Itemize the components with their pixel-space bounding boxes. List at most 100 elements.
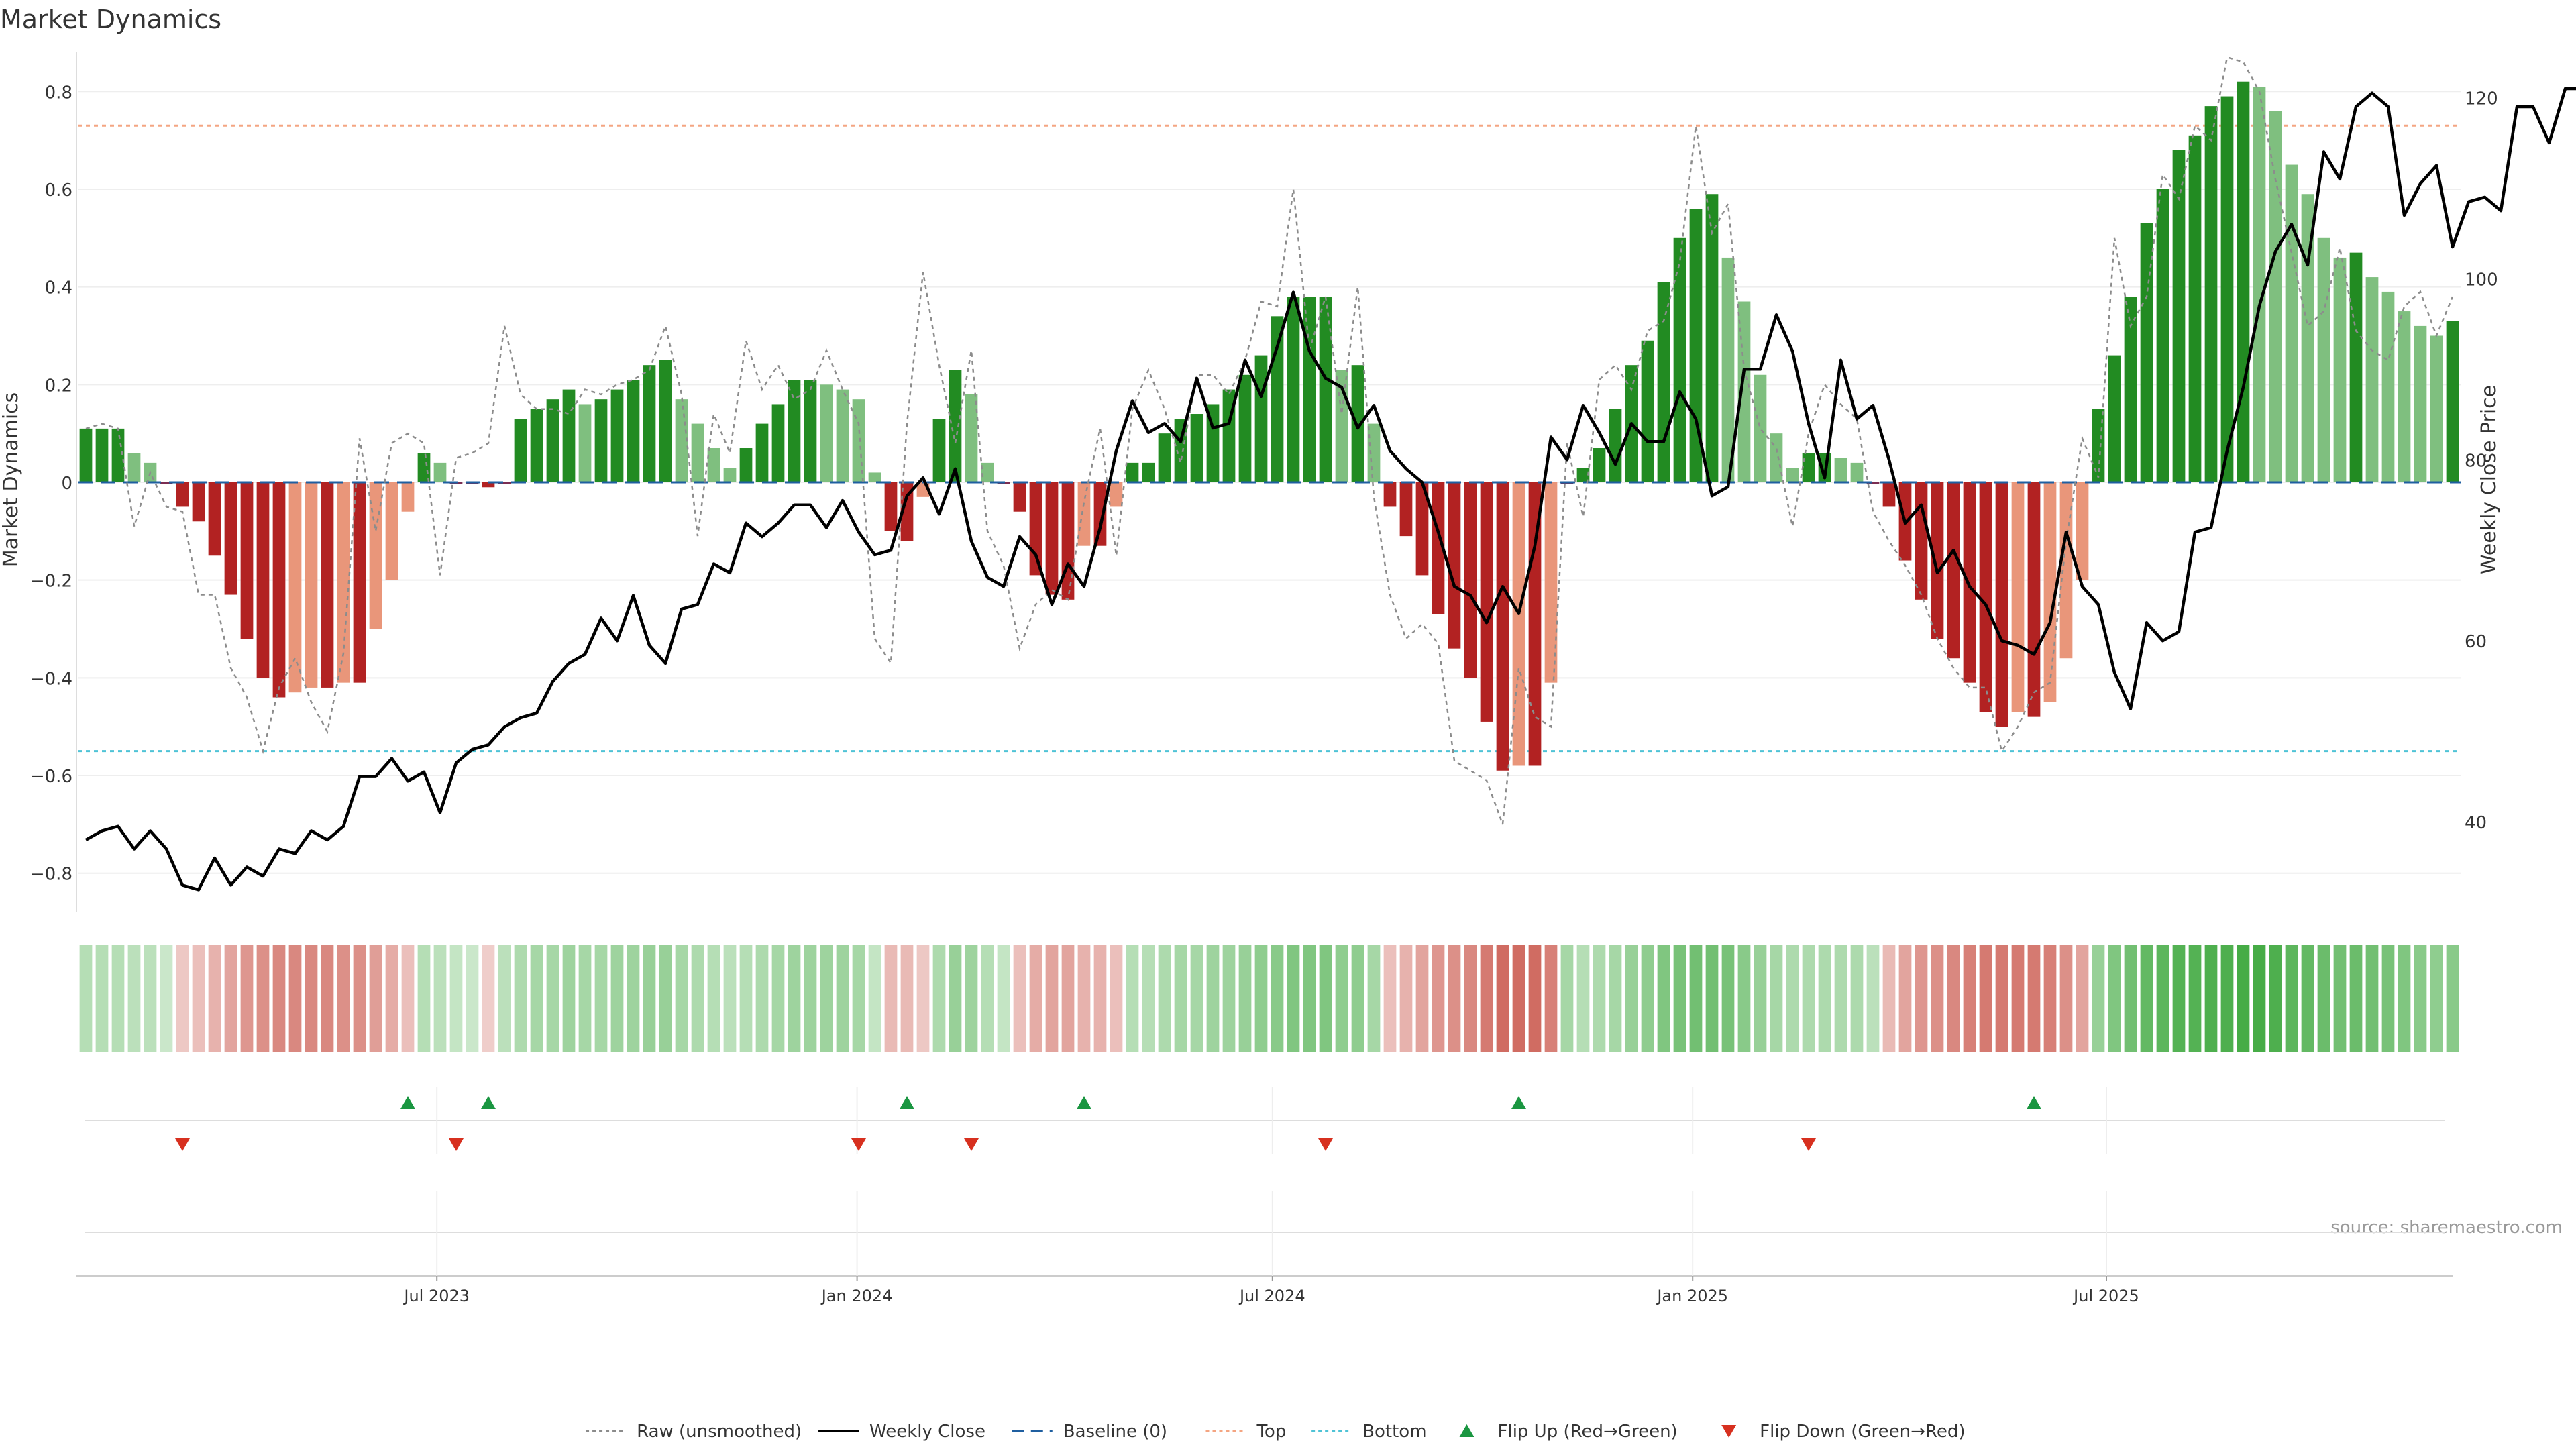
heatmap-cell [884,945,898,1052]
heatmap-cell [1979,945,1992,1052]
dynamics-bar [1609,409,1622,482]
heatmap-cell [627,945,640,1052]
legend-label: Flip Up (Red→Green) [1498,1421,1678,1442]
dynamics-bar [1415,482,1429,576]
dynamics-bar [1641,340,1654,482]
heatmap-cell [1995,945,2008,1052]
dynamics-bar [1882,482,1896,507]
dynamics-bar [160,482,173,484]
dynamics-bar [305,482,318,688]
heatmap-cell [916,945,930,1052]
dynamics-bar [1576,468,1590,482]
heatmap-cell [1303,945,1316,1052]
heatmap-cell [739,945,753,1052]
dynamics-bar [2172,150,2186,482]
dynamics-bar [240,482,254,639]
dynamics-bar [1786,468,1799,482]
chart-title: Market Dynamics [0,5,221,34]
dynamics-bar [1303,297,1316,482]
dynamics-bar [111,428,125,482]
dynamics-bar [771,404,785,482]
right-tick-label: 40 [2465,813,2487,833]
heatmap-cell [1625,945,1638,1052]
dynamics-bar [337,482,350,683]
flip-down-marker [851,1138,866,1151]
dynamics-bar [949,370,962,482]
dynamics-bar [369,482,382,629]
heatmap-cell [578,945,592,1052]
heatmap-cell [2317,945,2330,1052]
heatmap-cell [95,945,109,1052]
dynamics-bar [2076,482,2089,580]
dynamics-bar [739,448,753,482]
dynamics-bar [610,389,624,482]
dynamics-bar [2059,482,2073,659]
heatmap-cell [2140,945,2153,1052]
heatmap-cell [723,945,737,1052]
dynamics-bar [417,453,431,482]
dynamics-bar [594,399,608,482]
heatmap-cell [2414,945,2427,1052]
heatmap-cell [2188,945,2202,1052]
heatmap-cell [1947,945,1960,1052]
heatmap-cell [321,945,334,1052]
heatmap-cell [2059,945,2073,1052]
dynamics-bar [820,384,833,482]
left-tick-label: −0.6 [30,767,72,787]
heatmap-cell [546,945,559,1052]
dynamics-bar [2156,189,2169,482]
heatmap-cell [1351,945,1364,1052]
flip-down-marker [449,1138,464,1151]
heatmap-cell [1093,945,1107,1052]
dynamics-bar [1110,482,1123,507]
dynamics-bar [288,482,302,693]
dynamics-bar [79,428,93,482]
legend-flip-down-swatch [1721,1425,1737,1438]
heatmap-cell [2027,945,2041,1052]
heatmap-cell [932,945,946,1052]
left-tick-label: 0.4 [45,278,72,299]
heatmap-cell [1496,945,1509,1052]
heatmap-cell [852,945,865,1052]
dynamics-bar [804,380,817,482]
heatmap-cell [836,945,849,1052]
dynamics-bar [272,482,286,698]
dynamics-bar [2285,164,2298,482]
dynamics-bar [1254,355,1268,482]
dynamics-bar [546,399,559,482]
heatmap-cell [675,945,688,1052]
dynamics-bar [659,360,672,482]
heatmap-cell [1770,945,1783,1052]
heatmap-cell [2269,945,2282,1052]
heatmap-cell [643,945,656,1052]
dynamics-bar [707,448,720,482]
heatmap-cell [868,945,881,1052]
dynamics-bar [1287,297,1300,482]
right-tick-label: 60 [2465,632,2487,652]
heatmap-cell [305,945,318,1052]
dynamics-bar [1802,453,1815,482]
flip-up-marker [1511,1096,1526,1109]
dynamics-bar [836,389,849,482]
heatmap-cell [417,945,431,1052]
heatmap-cell [256,945,270,1052]
left-tick-label: −0.8 [30,865,72,885]
dynamics-bar [1448,482,1461,649]
dynamics-bar [1158,433,1171,482]
heatmap-cell [466,945,479,1052]
dynamics-bar [2365,277,2379,482]
heatmap-cell [1786,945,1799,1052]
dynamics-bar [2269,111,2282,483]
heatmap-cell [1915,945,1928,1052]
legend-label: Weekly Close [869,1421,985,1442]
dynamics-bar [2381,291,2395,482]
heatmap-cell [594,945,608,1052]
dynamics-bar [95,428,109,482]
heatmap-cell [1399,945,1413,1052]
heatmap-cell [1238,945,1252,1052]
dynamics-bar [1367,423,1381,482]
heatmap-cell [1560,945,1574,1052]
heatmap-cell [2446,945,2459,1052]
dynamics-bar [788,380,801,482]
